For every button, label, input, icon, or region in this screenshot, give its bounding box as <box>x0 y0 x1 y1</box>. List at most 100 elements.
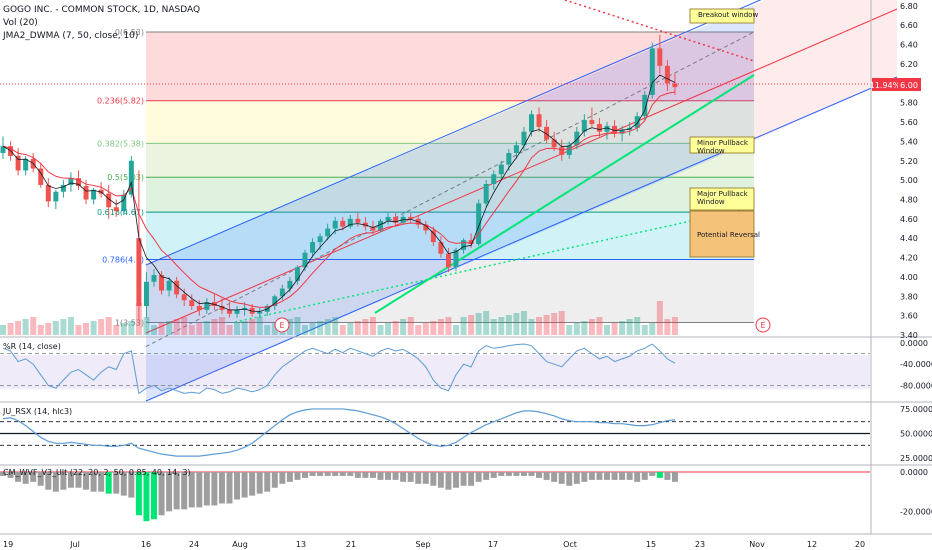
volume-bar <box>460 317 467 335</box>
wvf-bar <box>181 472 188 510</box>
price-tick-label: 6.20 <box>900 60 918 69</box>
earnings-marker-label: E <box>760 321 765 330</box>
volume-bar <box>671 317 678 335</box>
volume-bar <box>90 321 97 335</box>
wvf-bar <box>626 472 633 480</box>
wvf-bar <box>0 472 6 476</box>
candle-body <box>513 145 519 154</box>
volume-bar <box>558 311 565 335</box>
volume-bar <box>422 323 429 335</box>
wvf-bar <box>317 472 324 476</box>
wvf-bar <box>256 472 263 494</box>
wvf-bar <box>196 472 203 508</box>
volume-bar <box>151 325 157 335</box>
candle-body <box>166 280 172 291</box>
volume-bar <box>468 315 475 335</box>
volume-bar <box>354 321 361 335</box>
candle-body <box>657 48 663 66</box>
candle-body <box>672 83 678 88</box>
price-pane[interactable]: 0(6.53) 0.236(5.82) 0.382(5.38) 0.5(5.03) 0.… <box>0 0 898 402</box>
volume-bar <box>158 323 165 335</box>
candle-body <box>574 131 580 146</box>
earnings-marker <box>755 317 771 333</box>
time-tick-label: Oct <box>563 540 577 549</box>
wvf-bar <box>120 472 127 496</box>
volume-bar <box>317 321 324 335</box>
wvf-bar <box>302 472 308 478</box>
volume-bar <box>120 323 127 335</box>
wvf-bar <box>135 472 142 516</box>
volume-bar <box>498 317 505 335</box>
candle-body <box>664 65 670 84</box>
volume-bar <box>188 325 195 335</box>
wr-tick-label: -40.0000 <box>900 360 932 369</box>
wvf-bar <box>505 472 512 476</box>
wvf-bar <box>67 472 74 488</box>
price-tick-label: 4.60 <box>900 215 918 224</box>
volume-bar <box>0 325 6 335</box>
volume-bar <box>294 317 301 335</box>
wvf-bar <box>324 472 331 476</box>
wvf-bar <box>188 472 195 508</box>
candle-body <box>287 280 293 289</box>
williams-r-pane[interactable]: %R (14, close) <box>0 342 870 395</box>
candle-body <box>279 288 285 297</box>
candle-body <box>385 216 391 221</box>
annotation-box <box>689 136 755 154</box>
fib-level-label: 0.382(5.38) <box>97 139 144 148</box>
annotation-text: Minor Pullback <box>697 139 749 147</box>
wvf-bar <box>211 472 218 506</box>
volume-bar <box>415 325 422 335</box>
wvf-bar <box>604 472 610 480</box>
candle-body <box>468 240 474 245</box>
rsx-pane[interactable]: JU_RSX (14, hlc3) <box>0 407 870 457</box>
wvf-bar <box>513 472 520 476</box>
wvf-bar <box>60 472 67 490</box>
wvf-bar <box>490 472 497 478</box>
candle-body <box>483 183 489 204</box>
candle-body <box>461 240 467 250</box>
volume-bar <box>619 321 626 335</box>
candle-body <box>302 252 308 268</box>
candle-body <box>23 158 29 171</box>
volume-bar <box>611 323 618 335</box>
candle-body <box>355 218 361 223</box>
wvf-bar <box>166 472 173 512</box>
volume-bar <box>656 301 663 335</box>
wvf-bar <box>369 472 376 478</box>
fib-zone <box>146 212 754 260</box>
wvf-bar <box>45 472 52 490</box>
wvf-bar <box>641 472 648 480</box>
wvf-bar <box>528 472 535 476</box>
wvf-bar <box>271 472 278 488</box>
volume-bar <box>520 311 527 335</box>
candle-body <box>340 220 346 227</box>
candle-body <box>544 126 550 140</box>
fib-level-label: 0.5(5.03) <box>107 173 144 182</box>
chart-symbol-title: GOGO INC. - COMMON STOCK, 1D, NASDAQ <box>3 5 200 15</box>
volume-bar <box>437 319 444 335</box>
candle-body <box>634 116 640 128</box>
wvf-bar <box>588 472 595 480</box>
wvf-bar <box>286 472 293 482</box>
time-tick-label: 12 <box>807 540 817 549</box>
wvf-bar <box>415 472 422 484</box>
candle-body <box>272 296 278 307</box>
wr-tick-label: 0.0000 <box>900 339 928 348</box>
wvf-pane[interactable]: CM_WVF_V3_Ult (22, 20, 2, 50, 0.85, 40, … <box>0 468 870 522</box>
wvf-bar <box>294 472 301 480</box>
volume-bar <box>302 325 308 335</box>
volume-bar <box>430 321 437 335</box>
volume-bar <box>641 325 648 335</box>
volume-bar <box>203 321 210 335</box>
wvf-bar <box>158 472 165 516</box>
volume-bar <box>324 319 331 335</box>
wvf-bar <box>566 472 573 486</box>
volume-bar <box>347 323 354 335</box>
volume-bar <box>67 317 74 335</box>
volume-bar <box>218 317 225 335</box>
jma-line <box>2 91 676 308</box>
volume-bar <box>113 325 120 335</box>
